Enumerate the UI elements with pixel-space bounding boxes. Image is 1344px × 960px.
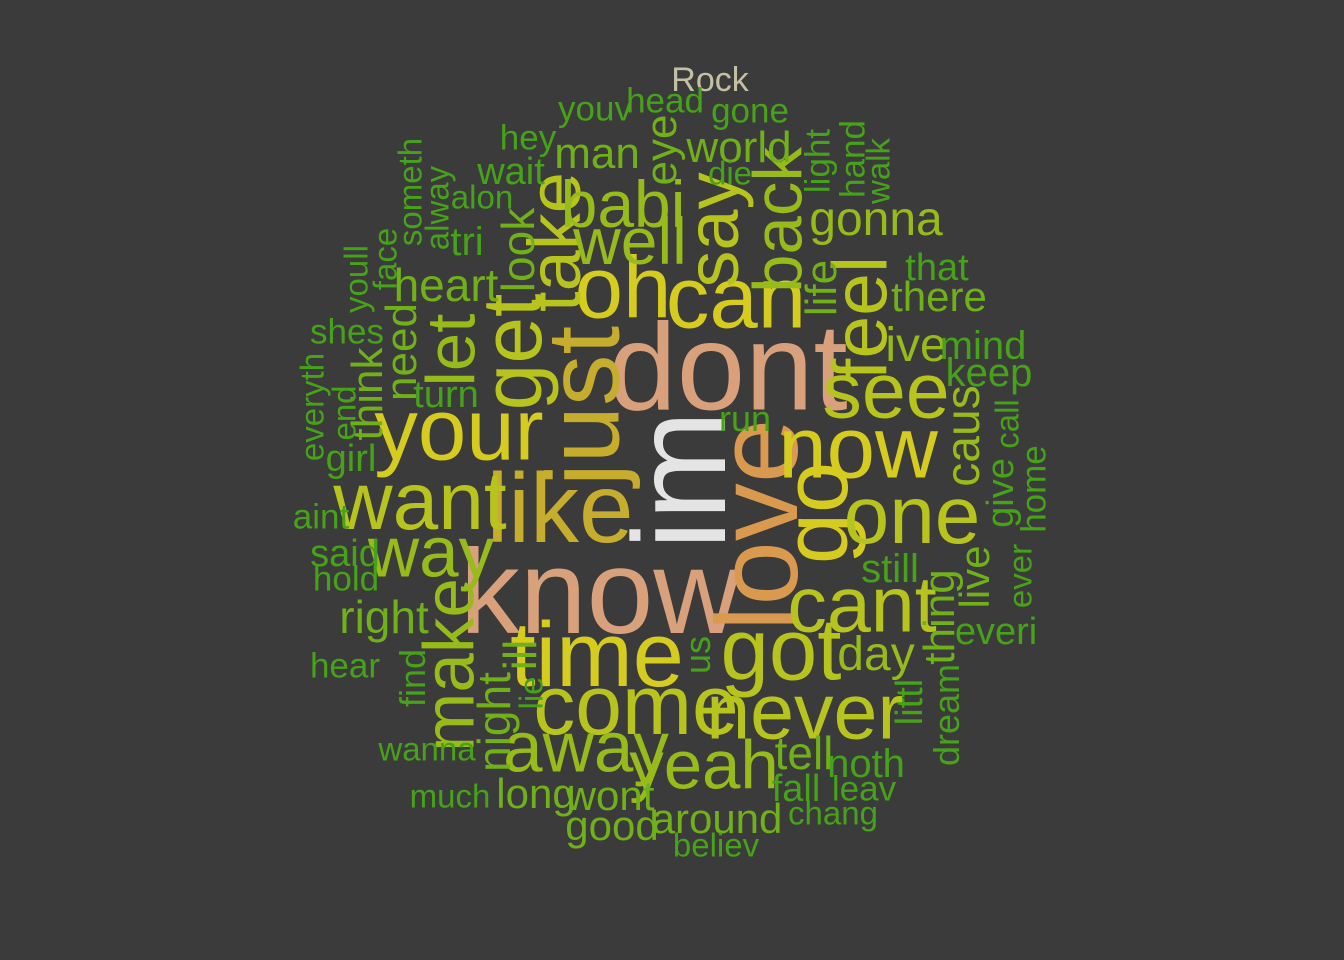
cloud-word-run: run [718,398,772,439]
cloud-word-find: find [392,648,433,708]
cloud-word-ever: ever [1001,543,1039,609]
cloud-word-gonna: gonna [809,193,943,246]
cloud-word-right: right [339,591,429,643]
cloud-word-day: day [837,628,915,681]
cloud-word-yeah: yeah [629,726,779,804]
cloud-word-call: call [988,399,1026,449]
cloud-word-way: way [367,513,495,593]
cloud-word-never: never [706,666,904,756]
cloud-word-can: can [665,249,807,347]
cloud-word-littl: littl [889,678,931,726]
cloud-word-want: want [333,456,507,547]
cloud-word-hold: hold [312,559,380,599]
cloud-word-man: man [554,129,640,178]
cloud-word-tri: tri [450,220,484,264]
cloud-word-long: long [496,770,576,817]
cloud-word-oh: oh [574,239,672,337]
cloud-word-noth: noth [827,742,905,786]
cloud-word-your: your [374,381,544,479]
cloud-word-around: around [651,795,783,842]
cloud-word-aint: aint [292,497,350,537]
cloud-word-fall: fall [771,768,821,810]
cloud-word-now: now [778,399,938,497]
cloud-word-chang: chang [788,794,878,832]
cloud-word-look: look [492,207,544,293]
cloud-word-wanna: wanna [378,730,476,768]
cloud-word-tell: tell [774,727,834,779]
cloud-word-wait: wait [477,151,545,193]
cloud-word-said: said [310,533,380,575]
cloud-word-shes: shes [310,312,384,352]
cloud-word-keep: keep [945,351,1033,395]
cloud-word-much: much [409,777,491,815]
cloud-title: Rock [671,61,749,99]
cloud-word-night: night [468,672,520,772]
cloud-word-girl: girl [325,438,377,480]
cloud-word-that: that [905,247,969,289]
cloud-word-time: time [510,604,684,706]
cloud-word-life: life [797,259,846,317]
cloud-word-us: us [677,635,718,675]
cloud-word-lie: lie [512,676,550,710]
cloud-word-die: die [707,154,753,192]
cloud-word-cant: cant [787,559,937,649]
cloud-word-one: one [843,470,981,561]
cloud-word-world: world [686,123,792,172]
cloud-word-mind: mind [939,324,1027,368]
cloud-word-leav: leav [831,769,897,809]
cloud-word-end: end [325,385,363,441]
cloud-word-got: got [720,601,842,699]
cloud-word-dream: dream [926,663,967,767]
cloud-word-gone: gone [711,91,789,131]
cloud-word-still: still [861,547,919,591]
cloud-word-hey: hey [499,118,557,158]
cloud-word-dont: dont [608,299,848,437]
cloud-word-eye: eye [637,114,686,186]
cloud-word-home: home [1014,445,1054,533]
cloud-word-everyth: everyth [293,352,331,462]
cloud-word-well: well [573,204,687,278]
cloud-word-ive: ive [885,319,947,372]
cloud-word-away: away [503,708,669,788]
cloud-word-believ: believ [672,826,760,864]
cloud-word-see: see [822,345,950,435]
cloud-word-come: come [533,658,739,752]
cloud-word-light: light [798,128,838,194]
cloud-word-ill: ill [494,639,546,671]
cloud-word-head: head [626,81,704,121]
cloud-word-alway: alway [418,165,456,251]
cloud-word-alon: alon [450,178,514,216]
cloud-word-good: good [565,802,659,849]
cloud-word-walk: walk [859,137,897,205]
cloud-word-youv: youv [558,89,632,129]
cloud-word-hear: hear [309,646,381,686]
cloud-word-everi: everi [954,611,1038,653]
cloud-word-like: like [486,453,634,563]
cloud-word-heart: heart [393,259,499,311]
cloud-word-wont: wont [565,772,655,819]
cloud-word-know: know [459,525,741,659]
cloud-word-babi: babi [560,167,686,241]
cloud-word-there: there [891,273,987,320]
cloud-word-live: live [951,545,998,609]
cloud-word-turn: turn [413,374,479,416]
